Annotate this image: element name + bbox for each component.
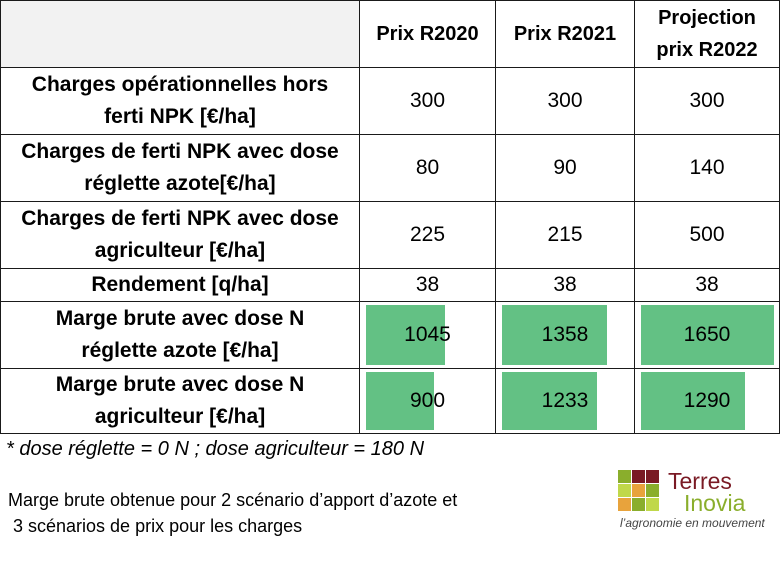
value-text: 90 — [553, 156, 577, 179]
value-cell: 38 — [496, 269, 635, 302]
data-bar — [366, 305, 445, 365]
value-cell: 80 — [360, 135, 496, 202]
logo-name-line2: Inovia — [684, 490, 746, 516]
data-bar — [641, 305, 774, 365]
value-text: 140 — [689, 156, 725, 179]
value-cell: 225 — [360, 202, 496, 269]
row-label: Charges de ferti NPK avec dose réglette … — [1, 135, 360, 202]
value-cell: 1358 — [496, 302, 635, 369]
value-cell: 215 — [496, 202, 635, 269]
data-bar — [641, 372, 745, 430]
logo-squares-icon — [618, 470, 660, 512]
row-label: Marge brute avec dose N agriculteur [€/h… — [1, 369, 360, 434]
data-table: Prix R2020 Prix R2021 Projection prix R202… — [0, 0, 780, 434]
data-bar — [366, 372, 434, 430]
value-text: 1358 — [541, 323, 589, 346]
row-label-text: Rendement [q/ha] — [91, 273, 269, 296]
value-text: 80 — [415, 156, 440, 179]
value-text: 38 — [415, 273, 440, 296]
column-header-label: Prix R2020 — [376, 23, 479, 45]
column-header-label: Prix R2021 — [513, 23, 617, 45]
row-label: Marge brute avec dose N réglette azote [… — [1, 302, 360, 369]
data-bar — [502, 372, 597, 430]
value-text: 900 — [409, 389, 446, 412]
value-text: 38 — [695, 273, 719, 296]
column-header: Prix R2020 — [360, 1, 496, 68]
terres-inovia-logo: Terres Inovia l’agronomie en mouvement — [614, 470, 774, 534]
value-cell: 300 — [360, 68, 496, 135]
value-cell: 1650 — [635, 302, 780, 369]
corner-cell — [1, 1, 360, 68]
value-text: 1290 — [683, 389, 731, 412]
row-label-text: Charges de ferti NPK avec dose agriculte… — [21, 207, 339, 262]
column-header: Prix R2021 — [496, 1, 635, 68]
row-label-text: Marge brute avec dose N réglette azote [… — [55, 307, 305, 362]
value-cell: 1045 — [360, 302, 496, 369]
value-text: 500 — [689, 223, 725, 246]
value-cell: 300 — [635, 68, 780, 135]
value-cell: 300 — [496, 68, 635, 135]
footnote: * dose réglette = 0 N ; dose agriculteur… — [6, 438, 425, 460]
value-text: 1233 — [541, 389, 589, 412]
row-label-text: Marge brute avec dose N agriculteur [€/h… — [55, 373, 305, 428]
row-label-text: Charges de ferti NPK avec dose réglette … — [21, 140, 339, 195]
value-cell: 90 — [496, 135, 635, 202]
value-text: 215 — [547, 223, 583, 246]
logo-tagline: l’agronomie en mouvement — [620, 516, 765, 530]
row-label: Charges de ferti NPK avec dose agriculte… — [1, 202, 360, 269]
value-cell: 900 — [360, 369, 496, 434]
value-cell: 500 — [635, 202, 780, 269]
value-cell: 38 — [635, 269, 780, 302]
logo-name-line1: Terres — [668, 468, 732, 494]
column-header-label: Projection prix R2022 — [656, 7, 758, 61]
value-cell: 1233 — [496, 369, 635, 434]
value-text: 300 — [689, 89, 725, 112]
data-bar — [502, 305, 607, 365]
row-label-text: Charges opérationnelles hors ferti NPK [… — [31, 73, 329, 128]
caption: Marge brute obtenue pour 2 scénario d’ap… — [8, 490, 458, 536]
logo-name: Terres Inovia — [668, 468, 746, 516]
value-text: 38 — [553, 273, 577, 296]
row-label: Rendement [q/ha] — [1, 269, 360, 302]
value-text: 1045 — [404, 323, 451, 346]
value-text: 300 — [409, 89, 446, 112]
value-text: 1650 — [683, 323, 731, 346]
value-cell: 140 — [635, 135, 780, 202]
value-cell: 38 — [360, 269, 496, 302]
value-text: 225 — [409, 223, 446, 246]
value-cell: 1290 — [635, 369, 780, 434]
row-label: Charges opérationnelles hors ferti NPK [… — [1, 68, 360, 135]
value-text: 300 — [547, 89, 583, 112]
column-header: Projection prix R2022 — [635, 1, 780, 68]
